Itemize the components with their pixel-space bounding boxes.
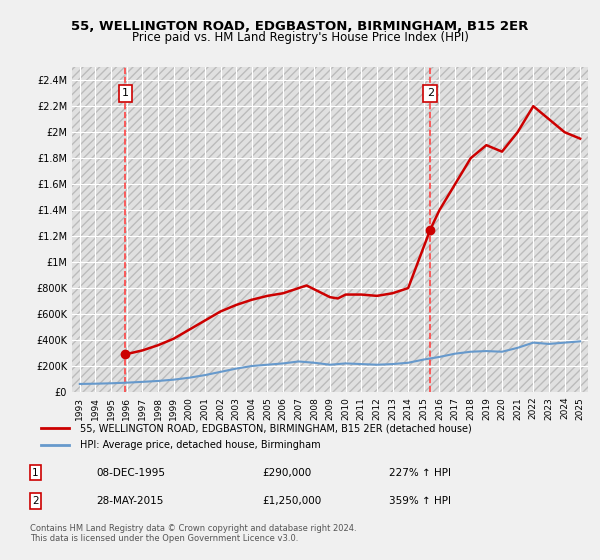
- Text: 28-MAY-2015: 28-MAY-2015: [96, 496, 164, 506]
- Text: 55, WELLINGTON ROAD, EDGBASTON, BIRMINGHAM, B15 2ER (detached house): 55, WELLINGTON ROAD, EDGBASTON, BIRMINGH…: [80, 423, 472, 433]
- Text: 2: 2: [32, 496, 39, 506]
- Text: HPI: Average price, detached house, Birmingham: HPI: Average price, detached house, Birm…: [80, 440, 320, 450]
- Text: 55, WELLINGTON ROAD, EDGBASTON, BIRMINGHAM, B15 2ER: 55, WELLINGTON ROAD, EDGBASTON, BIRMINGH…: [71, 20, 529, 32]
- Text: 227% ↑ HPI: 227% ↑ HPI: [389, 468, 451, 478]
- Text: £1,250,000: £1,250,000: [262, 496, 321, 506]
- Text: 359% ↑ HPI: 359% ↑ HPI: [389, 496, 451, 506]
- Text: 1: 1: [32, 468, 39, 478]
- Text: 08-DEC-1995: 08-DEC-1995: [96, 468, 165, 478]
- Text: Contains HM Land Registry data © Crown copyright and database right 2024.
This d: Contains HM Land Registry data © Crown c…: [30, 524, 356, 543]
- Text: 2: 2: [427, 88, 434, 98]
- Text: 1: 1: [122, 88, 129, 98]
- Text: £290,000: £290,000: [262, 468, 311, 478]
- Text: Price paid vs. HM Land Registry's House Price Index (HPI): Price paid vs. HM Land Registry's House …: [131, 31, 469, 44]
